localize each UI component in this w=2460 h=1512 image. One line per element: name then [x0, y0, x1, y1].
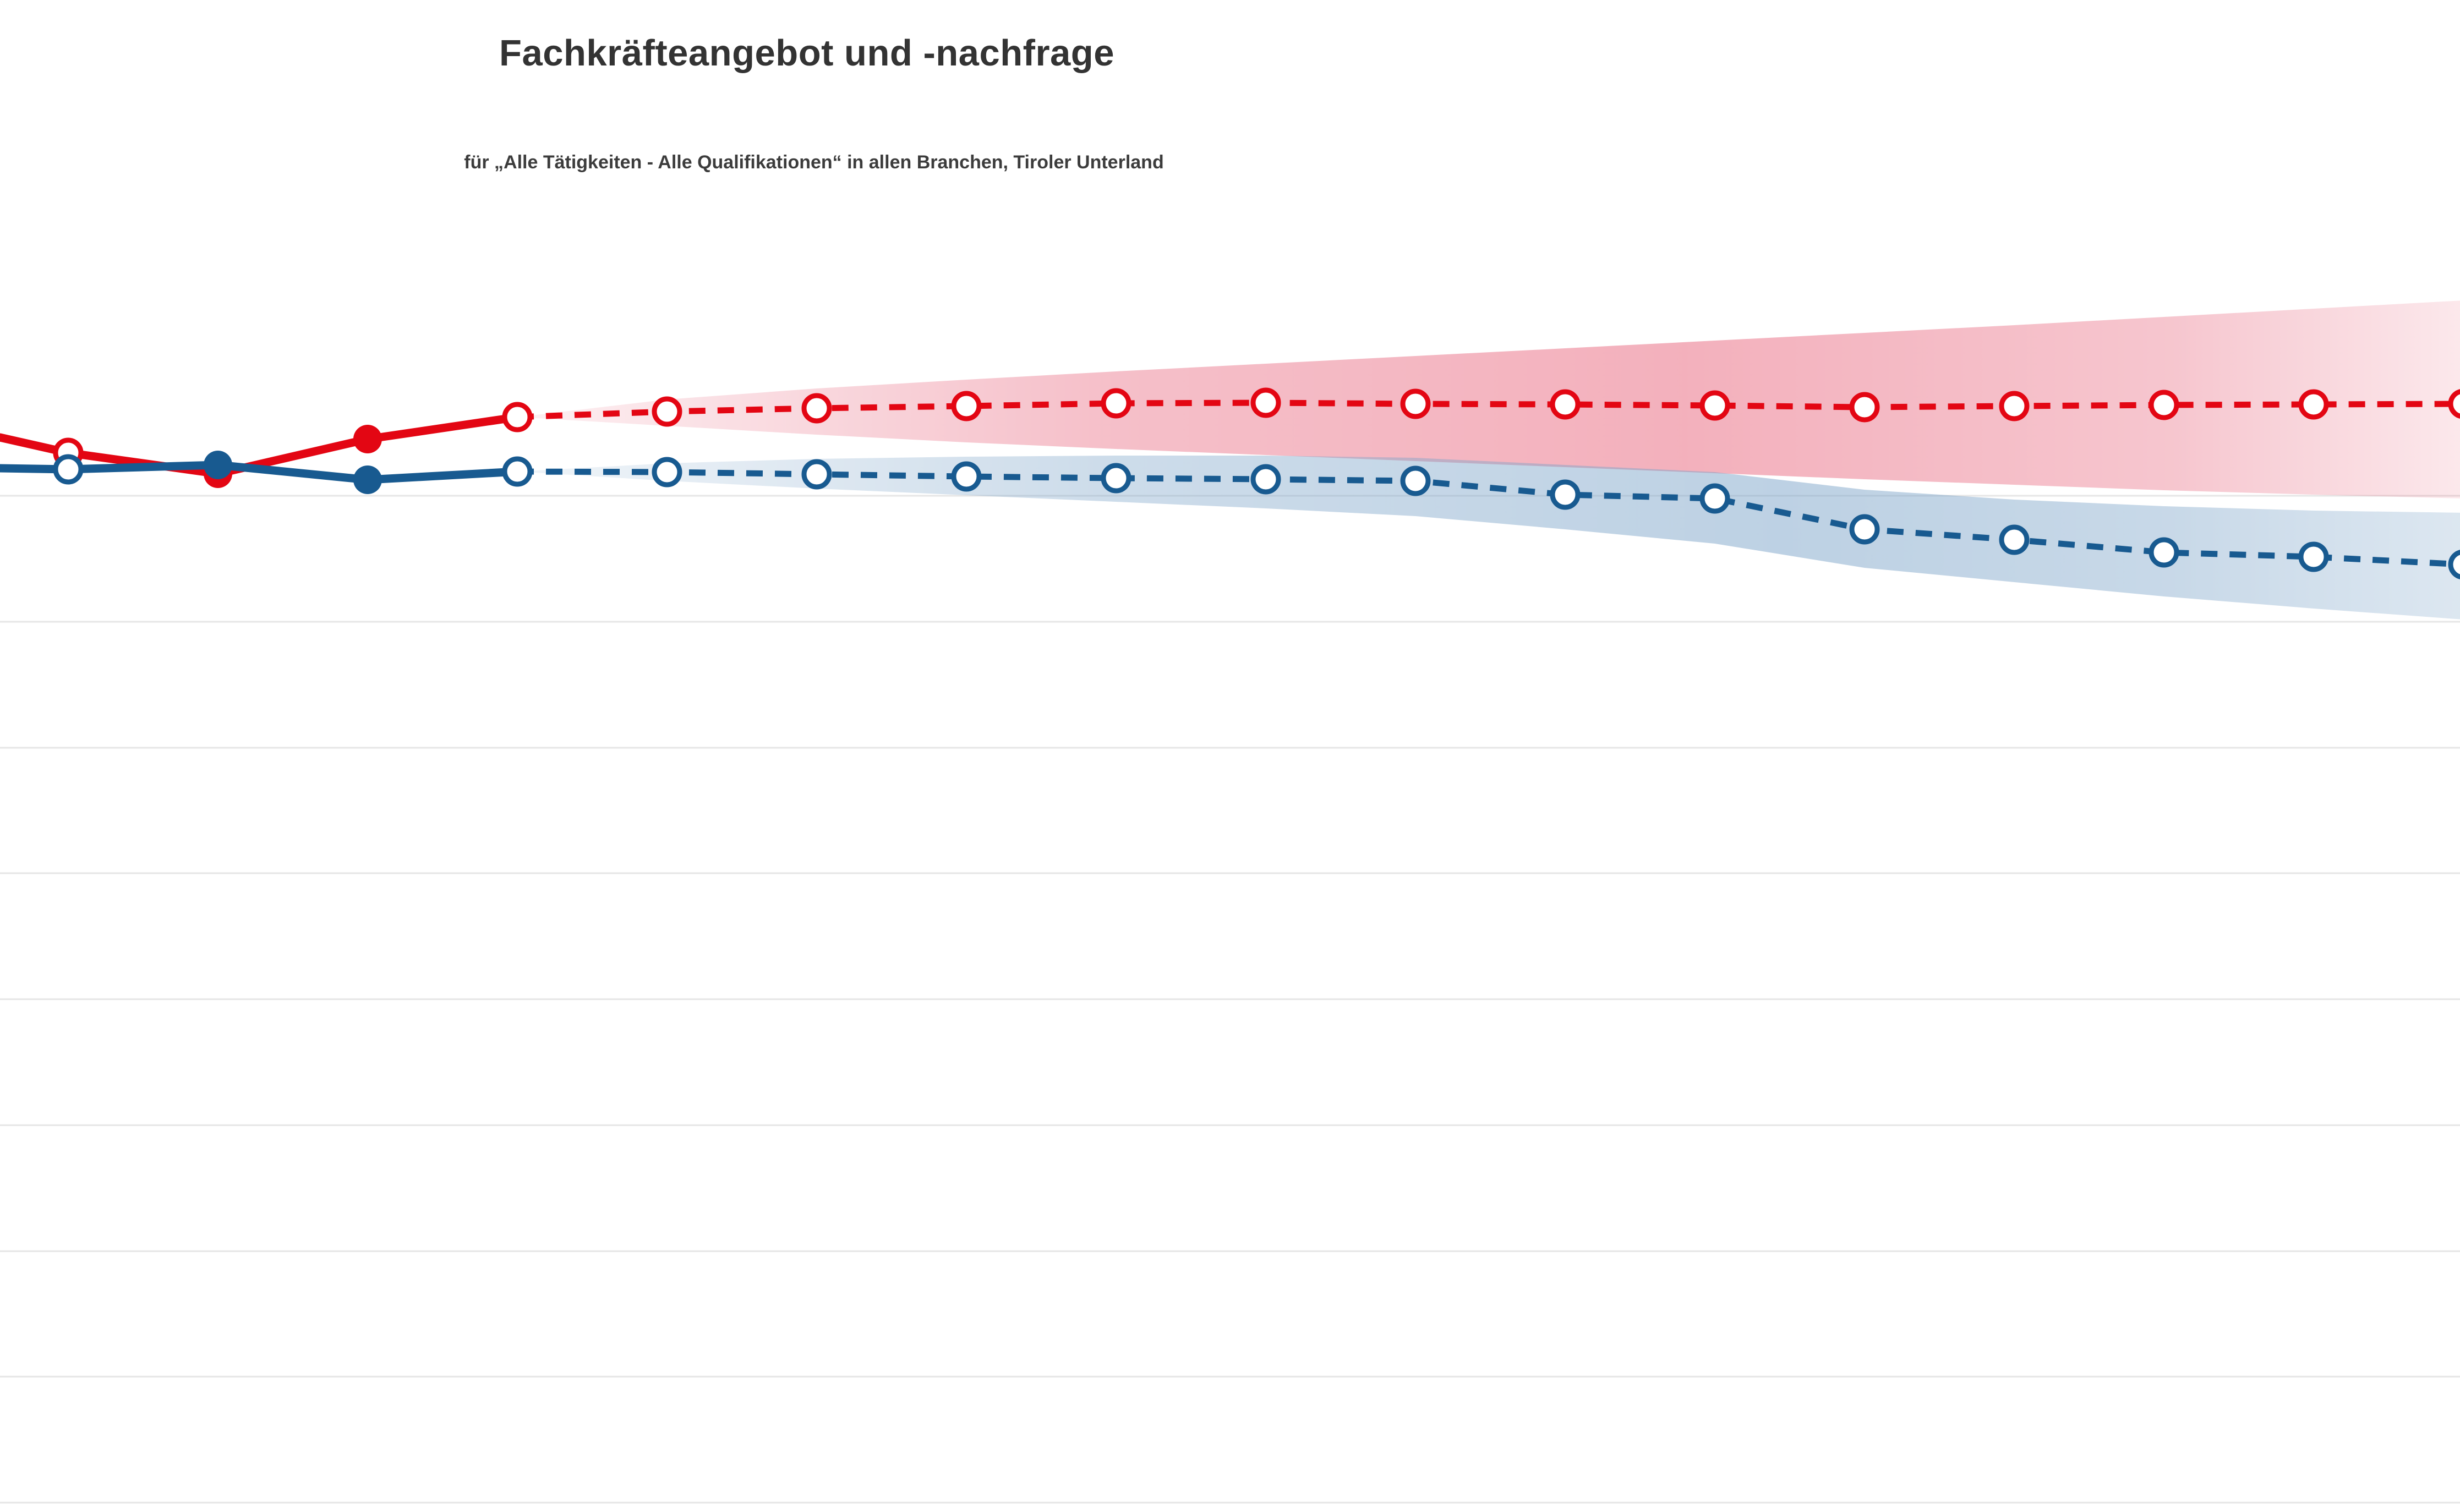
data-point-open-series_red	[1400, 388, 1431, 419]
confidence-band-series_blue	[517, 456, 2460, 620]
data-point-open-series_red	[1849, 392, 1880, 423]
data-point-open-series_red	[1550, 389, 1581, 420]
data-point-open-series_blue	[1699, 483, 1730, 514]
data-point-open-series_blue	[2149, 537, 2179, 568]
data-point-open-series_blue	[801, 459, 832, 490]
data-point-open-series_red	[1999, 391, 2030, 421]
data-point-open-series_blue	[951, 461, 982, 492]
data-point-filled-series_red	[353, 425, 382, 453]
data-point-open-series_red	[652, 396, 682, 427]
data-point-open-series_blue	[502, 456, 533, 487]
data-point-filled-series_blue	[353, 465, 382, 494]
data-point-open-series_red	[2149, 390, 2179, 420]
data-point-open-series_red	[801, 393, 832, 424]
data-point-open-series_red	[1101, 388, 1131, 419]
chart-title: Fachkräfteangebot und -nachfrage	[499, 32, 1114, 74]
confidence-band-series_red	[517, 300, 2460, 498]
data-point-open-series_blue	[1400, 465, 1431, 496]
data-point-open-series_red	[951, 391, 982, 421]
chart-subtitle: für „Alle Tätigkeiten - Alle Qualifikati…	[464, 152, 1164, 173]
data-point-open-series_blue	[652, 457, 682, 487]
data-point-open-series_blue	[1101, 463, 1131, 494]
data-point-open-series_blue	[1849, 514, 1880, 545]
data-point-open-series_red	[502, 402, 533, 432]
data-point-open-series_blue	[1999, 524, 2030, 555]
data-point-open-series_red	[1250, 387, 1281, 418]
data-point-open-series_blue	[53, 454, 84, 485]
data-point-open-series_red	[2448, 389, 2460, 419]
forecast-line-series_red	[517, 399, 2460, 420]
forecast-line-series_blue	[517, 468, 2460, 568]
gridlines	[0, 495, 2460, 1504]
data-point-open-series_blue	[2448, 550, 2460, 579]
data-point-open-series_red	[2298, 389, 2329, 420]
data-point-open-series_red	[1699, 390, 1730, 421]
data-point-filled-series_blue	[204, 451, 232, 479]
data-point-open-series_blue	[1250, 464, 1281, 495]
data-point-open-series_blue	[1550, 479, 1581, 510]
data-point-open-series_blue	[2298, 541, 2329, 572]
